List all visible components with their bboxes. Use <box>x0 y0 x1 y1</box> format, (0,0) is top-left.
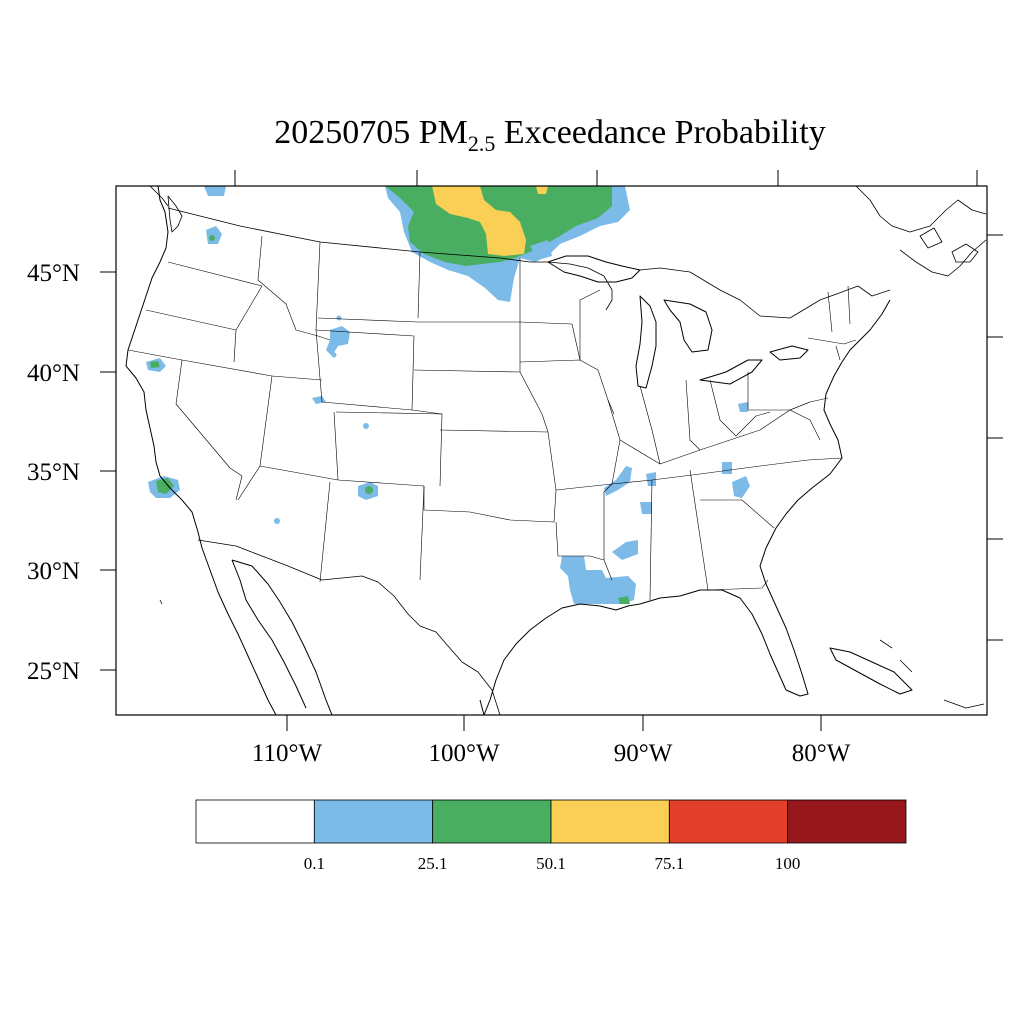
lon-label: 80°W <box>792 740 851 767</box>
colorbar-swatch <box>432 799 552 844</box>
lat-label: 40°N <box>27 360 80 387</box>
colorbar-swatch <box>787 799 907 844</box>
us-mexico-border <box>197 539 501 715</box>
colorbar: 0.1 25.1 50.1 75.1 100 <box>195 799 907 873</box>
map-area <box>125 186 987 715</box>
map-lines <box>125 186 987 715</box>
lon-label: 100°W <box>428 740 499 767</box>
right-ticks <box>987 234 1003 641</box>
top-ticks <box>234 170 978 186</box>
lat-labels: 45°N 40°N 35°N 30°N 25°N <box>27 260 80 685</box>
colorbar-swatch <box>313 799 434 844</box>
colorbar-label: 50.1 <box>536 854 566 873</box>
lat-label: 25°N <box>27 658 80 685</box>
lon-label: 110°W <box>252 740 323 767</box>
state-borders <box>127 235 857 601</box>
plume-yellow <box>432 186 526 256</box>
lon-label: 90°W <box>614 740 673 767</box>
lake-erie <box>699 359 763 385</box>
east-coastline <box>759 299 891 697</box>
lake-superior <box>547 255 641 283</box>
lake-ontario <box>769 345 809 361</box>
lat-label: 30°N <box>27 558 80 585</box>
probability-shading <box>146 186 750 604</box>
lat-label: 45°N <box>27 260 80 287</box>
map-frame <box>115 185 988 716</box>
west-coastline <box>125 186 203 549</box>
lat-label: 35°N <box>27 459 80 486</box>
lake-michigan <box>635 295 657 389</box>
gulf-coastline <box>483 589 787 715</box>
colorbar-label: 25.1 <box>418 854 448 873</box>
baja-coastline <box>201 547 277 715</box>
colorbar-label: 0.1 <box>304 854 325 873</box>
colorbar-swatch <box>195 799 315 844</box>
left-ticks <box>100 271 116 671</box>
colorbar-swatch <box>550 799 670 844</box>
colorbar-label: 100 <box>775 854 801 873</box>
lon-labels: 110°W 100°W 90°W 80°W <box>252 740 851 767</box>
gulf-region-blue <box>560 556 636 604</box>
colorbar-label: 75.1 <box>654 854 684 873</box>
map-title: 20250705 PM2.5 Exceedance Probability <box>274 114 826 156</box>
us-canada-border <box>167 207 531 263</box>
bottom-ticks <box>286 715 822 731</box>
lake-huron <box>663 299 713 353</box>
colorbar-swatch <box>668 799 789 844</box>
